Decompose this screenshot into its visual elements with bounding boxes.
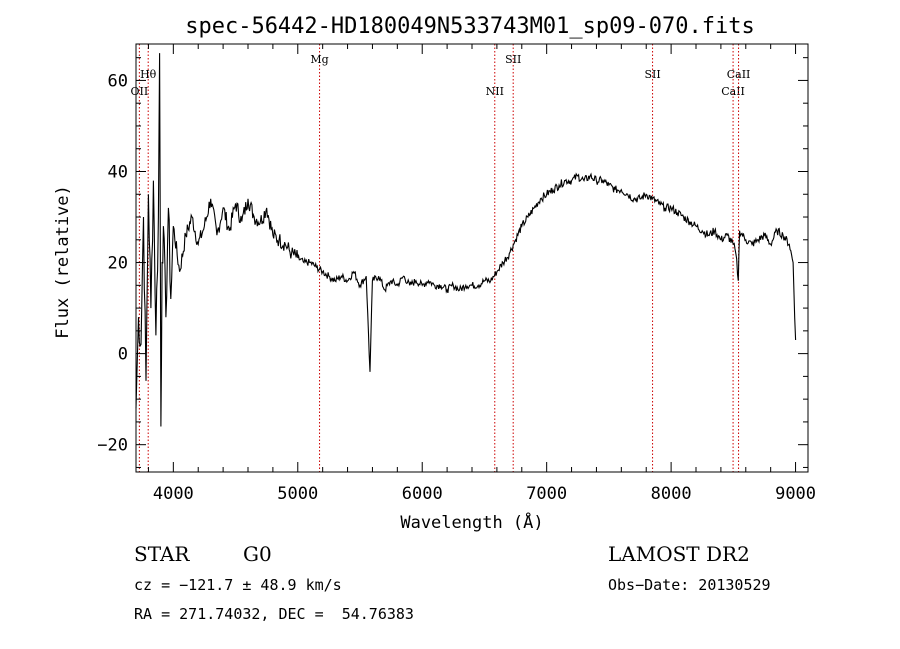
observation-date: Obs−Date: 20130529: [608, 576, 771, 594]
plot-axes: 4000 5000 6000 7000 8000 9000 −20 0 20 40 60: [97, 43, 816, 504]
chart-title: spec-56442-HD180049N533743M01_sp09-070.f…: [185, 14, 755, 39]
spectrum-line: [135, 53, 797, 427]
x-axis-label: Wavelength (Å): [400, 511, 543, 533]
spectral-line-label-4: SII: [505, 53, 521, 66]
spectral-line-label-6: CaII: [721, 85, 745, 98]
redshift-velocity: cz = −121.7 ± 48.9 km/s: [134, 576, 342, 594]
y-tick-label: 0: [118, 345, 128, 365]
spectral-line-label-1: Hθ: [140, 68, 157, 81]
x-tick-label: 7000: [526, 484, 567, 504]
spectral-line-label-5: SII: [644, 68, 660, 81]
spectral-line-label-3: NII: [486, 85, 504, 98]
object-class: STAR: [134, 542, 190, 566]
spectral-line-label-7: CaII: [727, 68, 751, 81]
y-axis-label: Flux (relative): [53, 185, 73, 339]
x-tick-label: 8000: [651, 484, 692, 504]
object-subclass: G0: [243, 542, 272, 566]
y-tick-label: −20: [97, 436, 128, 456]
x-tick-label: 5000: [277, 484, 318, 504]
spectral-line-markers: OII Hθ Mg NII SII SII CaII CaII: [131, 44, 751, 472]
survey-name: LAMOST DR2: [608, 542, 750, 566]
y-tick-label: 60: [108, 71, 128, 91]
x-tick-label: 9000: [775, 484, 816, 504]
x-tick-label: 4000: [153, 484, 194, 504]
spectral-line-label-0: OII: [131, 85, 149, 98]
y-tick-label: 40: [108, 162, 128, 182]
y-tick-label: 20: [108, 254, 128, 274]
spectral-line-label-2: Mg: [310, 53, 328, 66]
plot-frame: [135, 43, 809, 473]
x-tick-label: 6000: [402, 484, 443, 504]
coordinates: RA = 271.74032, DEC = 54.76383: [134, 605, 414, 623]
